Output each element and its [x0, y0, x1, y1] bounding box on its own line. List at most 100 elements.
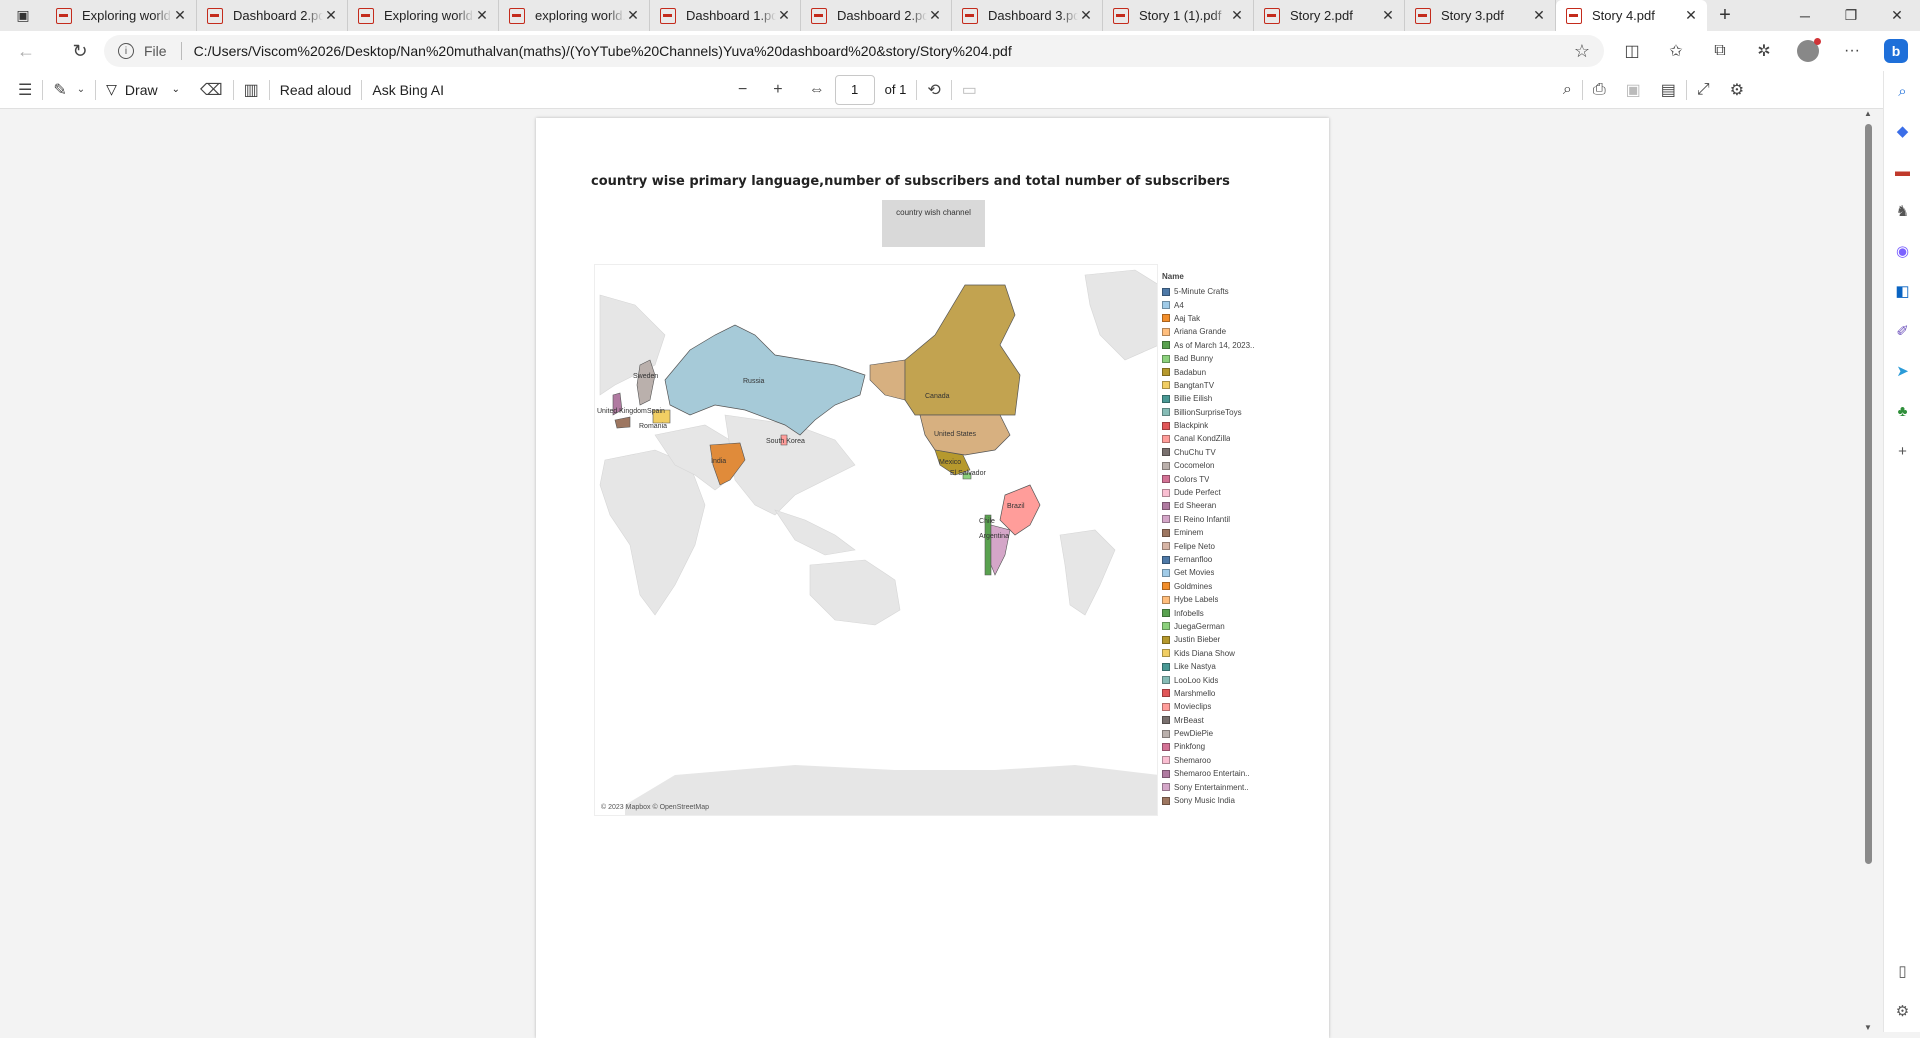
tab-actions-icon[interactable]: ▣ — [16, 7, 30, 23]
save-icon[interactable]: ▣ — [1625, 81, 1641, 99]
split-screen-icon[interactable]: ◫ — [1624, 43, 1640, 60]
legend-item: Infobells — [1162, 606, 1272, 619]
divider — [232, 79, 234, 100]
close-tab-icon[interactable]: ✕ — [929, 7, 941, 23]
scroll-down-icon[interactable]: ▼ — [1864, 1023, 1872, 1032]
print-icon[interactable]: ⎙ — [1592, 80, 1606, 98]
collections-icon[interactable]: ⧉ — [1714, 42, 1726, 59]
outlook-icon[interactable]: ◧ — [1895, 283, 1910, 300]
legend-label: As of March 14, 2023.. — [1174, 340, 1255, 350]
extensions-icon[interactable]: ✲ — [1757, 43, 1771, 60]
highlight-icon[interactable]: ✎ ⌄ — [53, 81, 86, 99]
legend-swatch — [1162, 488, 1170, 497]
browser-tab[interactable]: Story 2.pdf ✕ — [1254, 0, 1405, 31]
legend-label: BangtanTV — [1174, 380, 1215, 390]
close-tab-icon[interactable]: ✕ — [174, 7, 186, 23]
browser-tab[interactable]: Story 1 (1).pdf ✕ — [1103, 0, 1254, 31]
profile-avatar[interactable] — [1786, 31, 1830, 71]
legend-label: MrBeast — [1174, 715, 1204, 725]
browser-tab[interactable]: Exploring world... ✕ — [46, 0, 197, 31]
search-icon[interactable]: ⌕ — [1898, 82, 1907, 100]
browser-tab[interactable]: Dashboard 2.pdf ✕ — [197, 0, 348, 31]
legend-swatch — [1162, 783, 1170, 792]
tools-briefcase-icon[interactable]: ▬ — [1895, 162, 1910, 180]
zoom-out-icon[interactable]: − — [737, 80, 748, 98]
draw-button[interactable]: ▽ Draw ⌄ — [106, 81, 180, 98]
close-tab-icon[interactable]: ✕ — [1685, 7, 1697, 23]
info-icon[interactable]: i — [118, 43, 134, 59]
legend-swatch — [1162, 448, 1170, 457]
sidebar-toggle-icon[interactable]: ▯ — [1898, 963, 1907, 980]
games-chess-icon[interactable]: ♞ — [1895, 203, 1910, 220]
browser-tab[interactable]: Dashboard 2.pdf ✕ — [801, 0, 952, 31]
two-page-icon[interactable]: ▭ — [961, 81, 977, 99]
legend-item: Fernanfloo — [1162, 553, 1272, 566]
legend: Name 5-Minute Crafts A4 Aaj Tak Ariana Gran… — [1162, 272, 1272, 807]
add-app-icon[interactable]: + — [1898, 442, 1907, 460]
map-label-mexico: Mexico — [939, 459, 961, 466]
page-number-input[interactable]: 1 — [834, 74, 875, 105]
close-window-button[interactable]: ✕ — [1891, 7, 1903, 23]
microsoft-365-icon[interactable]: ◉ — [1895, 243, 1910, 260]
fullscreen-icon[interactable]: ⤢ — [1696, 80, 1710, 98]
legend-item: Bad Bunny — [1162, 352, 1272, 365]
browser-tab[interactable]: Story 3.pdf ✕ — [1405, 0, 1556, 31]
divider — [268, 79, 270, 100]
settings-gear-icon[interactable]: ⚙ — [1729, 81, 1745, 99]
new-tab-button[interactable]: + — [1719, 4, 1731, 26]
close-tab-icon[interactable]: ✕ — [627, 7, 639, 23]
tab-title: Story 3.pdf — [1441, 8, 1504, 23]
close-tab-icon[interactable]: ✕ — [1533, 7, 1545, 23]
close-tab-icon[interactable]: ✕ — [325, 7, 337, 23]
minimize-button[interactable]: ─ — [1800, 7, 1810, 24]
sidebar-settings-gear-icon[interactable]: ⚙ — [1895, 1003, 1910, 1020]
designer-icon[interactable]: ✐ — [1896, 323, 1909, 340]
scrollbar-thumb[interactable] — [1865, 124, 1872, 864]
restore-button[interactable]: ❐ — [1844, 7, 1858, 23]
scroll-up-icon[interactable]: ▲ — [1864, 109, 1872, 118]
browser-tab[interactable]: exploring world... ✕ — [499, 0, 650, 31]
legend-label: Sony Entertainment.. — [1174, 782, 1249, 792]
read-aloud-button[interactable]: Read aloud — [279, 81, 352, 98]
send-plane-icon[interactable]: ➤ — [1896, 363, 1909, 380]
close-tab-icon[interactable]: ✕ — [778, 7, 790, 23]
favorites-icon[interactable]: ✩ — [1669, 43, 1683, 60]
browser-tab[interactable]: Story 4.pdf ✕ — [1556, 0, 1707, 31]
close-tab-icon[interactable]: ✕ — [476, 7, 488, 23]
contents-list-icon[interactable]: ☰ — [18, 81, 33, 99]
legend-label: Pinkfong — [1174, 742, 1206, 752]
close-tab-icon[interactable]: ✕ — [1382, 7, 1394, 23]
find-icon[interactable]: ⌕ — [1562, 80, 1572, 98]
legend-label: Get Movies — [1174, 568, 1215, 578]
back-button[interactable]: ← — [17, 40, 35, 61]
browser-tab[interactable]: Dashboard 1.pdf ✕ — [650, 0, 801, 31]
eraser-icon[interactable]: ⌫ — [199, 81, 223, 99]
zoom-in-icon[interactable]: + — [773, 80, 783, 98]
address-input[interactable]: i File C:/Users/Viscom%2026/Desktop/Nan%… — [104, 35, 1604, 67]
favorite-star-icon[interactable]: ☆ — [1573, 40, 1590, 61]
browser-tab[interactable]: Exploring world... ✕ — [348, 0, 499, 31]
copilot-icon[interactable]: b — [1874, 31, 1918, 71]
legend-label: Eminem — [1174, 528, 1204, 538]
legend-swatch — [1162, 622, 1170, 631]
legend-label: Sony Music India — [1174, 796, 1235, 806]
browser-tab[interactable]: Dashboard 3.pdf ✕ — [952, 0, 1103, 31]
fit-width-icon[interactable]: ⇔ — [808, 80, 825, 98]
address-bar-row: ← ↻ i File C:/Users/Viscom%2026/Desktop/… — [0, 31, 1920, 71]
legend-item: Felipe Neto — [1162, 539, 1272, 552]
legend-label: Colors TV — [1174, 474, 1210, 484]
ask-ai-button[interactable]: Ask Bing AI — [372, 81, 444, 98]
close-tab-icon[interactable]: ✕ — [1080, 7, 1092, 23]
tab-title: Exploring world... — [82, 8, 172, 23]
refresh-button[interactable]: ↻ — [72, 40, 88, 61]
save-as-icon[interactable]: ▤ — [1660, 81, 1676, 99]
tree-icon[interactable]: ♣ — [1897, 402, 1908, 420]
legend-swatch — [1162, 756, 1170, 765]
more-menu-icon[interactable]: ··· — [1844, 42, 1860, 59]
vertical-scrollbar[interactable]: ▲ ▼ — [1862, 109, 1874, 1032]
rotate-icon[interactable]: ⟲ — [927, 81, 941, 99]
legend-label: Infobells — [1174, 608, 1204, 618]
close-tab-icon[interactable]: ✕ — [1231, 7, 1243, 23]
shopping-tag-icon[interactable]: ◆ — [1896, 123, 1909, 140]
page-view-icon[interactable]: ▥ — [243, 81, 259, 99]
